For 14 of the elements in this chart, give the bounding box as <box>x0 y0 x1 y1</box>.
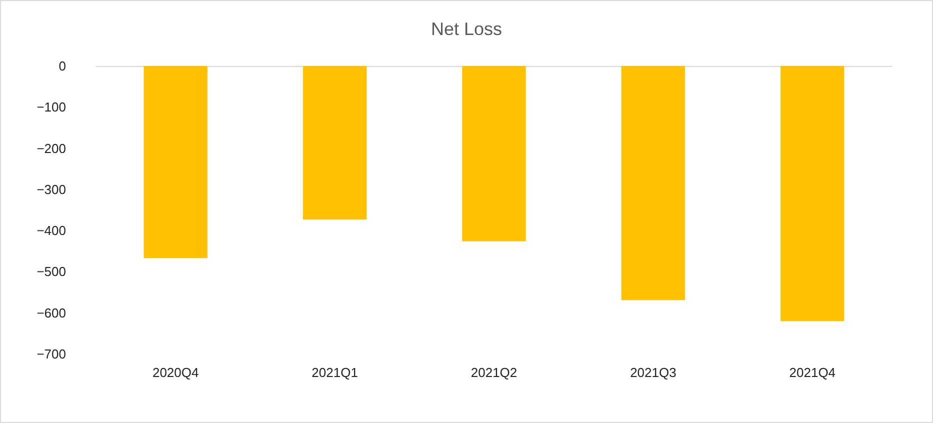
x-tick-label: 2021Q3 <box>630 365 676 380</box>
y-tick-label: −700 <box>36 346 66 362</box>
y-tick-label: 0 <box>58 58 66 74</box>
x-tick-label: 2021Q4 <box>789 365 836 380</box>
y-tick-label: −600 <box>36 305 66 320</box>
y-tick-label: −300 <box>36 182 66 197</box>
chart-title: Net Loss <box>430 19 502 39</box>
y-tick-label: −400 <box>36 223 66 238</box>
x-tick-label: 2021Q2 <box>470 365 518 380</box>
y-tick-label: −100 <box>36 100 66 115</box>
x-tick-label: 2021Q1 <box>312 365 358 380</box>
x-tick-label: 2020Q4 <box>152 365 199 380</box>
y-tick-label: −200 <box>36 140 66 156</box>
y-tick-label: −500 <box>36 264 66 280</box>
